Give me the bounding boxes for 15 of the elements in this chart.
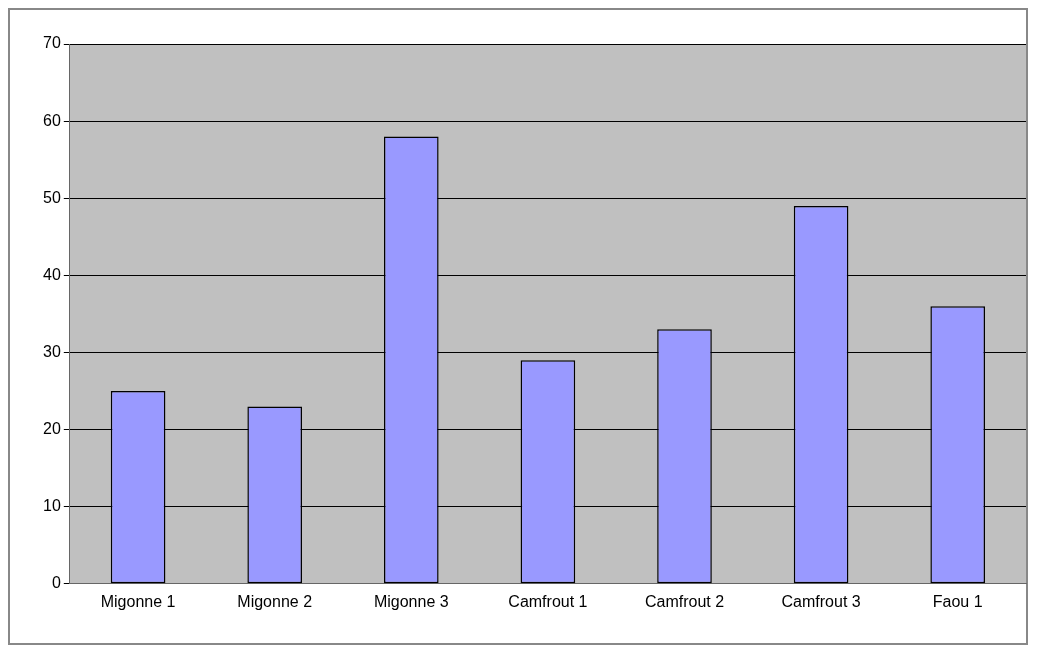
y-tick-label: 0: [51, 574, 61, 592]
y-tick-label: 50: [43, 188, 61, 206]
y-tick-label: 10: [43, 497, 61, 515]
y-tick-label: 70: [43, 34, 61, 52]
y-tick-label: 20: [43, 419, 61, 437]
x-tick-label: Migonne 1: [100, 592, 176, 610]
x-tick-label: Faou 1: [932, 592, 983, 610]
y-tick-label: 30: [43, 342, 61, 360]
y-tick-label: 40: [43, 265, 61, 283]
x-tick-label: Camfrout 2: [644, 592, 725, 610]
y-tick-label: 60: [43, 111, 61, 129]
x-tick-label: Camfrout 3: [781, 592, 861, 610]
x-tick-label: Camfrout 1: [508, 592, 588, 610]
x-tick-label: Migonne 2: [237, 592, 313, 610]
x-tick-label: Migonne 3: [373, 592, 449, 610]
